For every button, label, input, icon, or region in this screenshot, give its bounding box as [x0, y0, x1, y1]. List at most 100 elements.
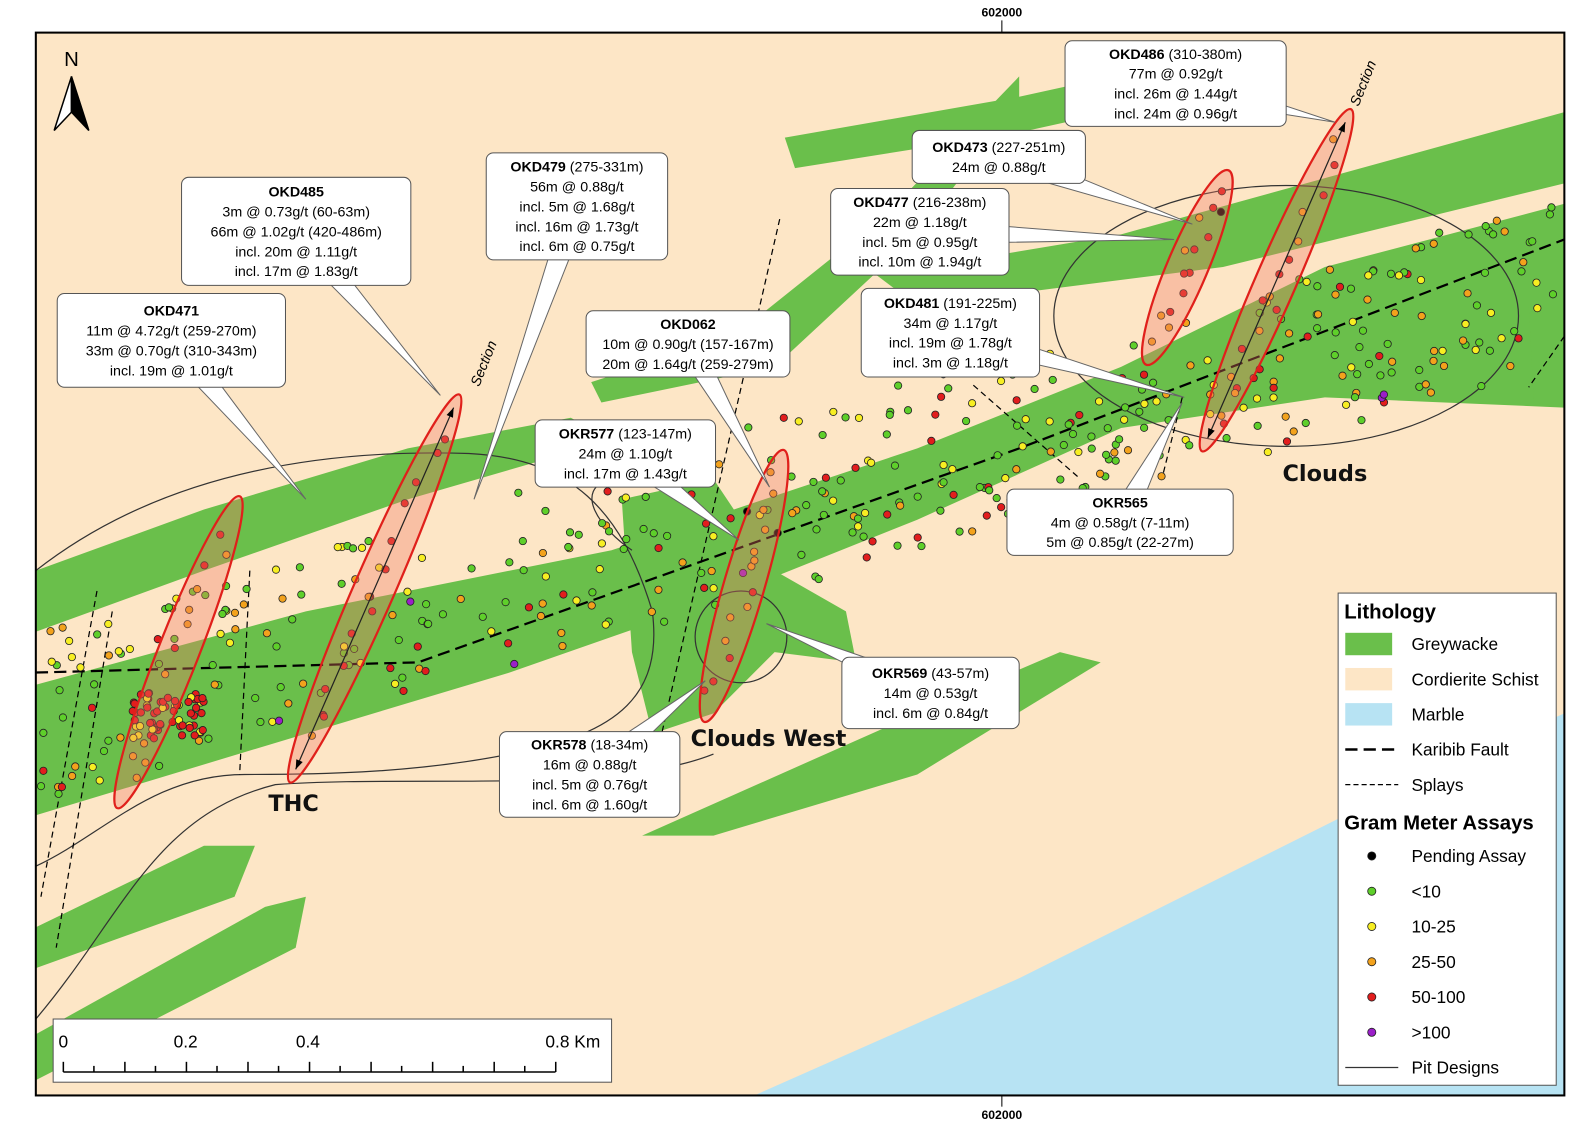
- drill-hole: [893, 541, 902, 550]
- drill-hole: [1363, 295, 1372, 304]
- drill-hole: [536, 611, 546, 621]
- drill-hole: [58, 623, 67, 632]
- callout-heading: OKR569 (43-57m): [872, 666, 989, 682]
- coord-label: 602000: [981, 5, 1022, 19]
- legend-symbol: [1367, 957, 1377, 967]
- drill-hole: [1355, 343, 1364, 352]
- hole-id: OKD486: [1109, 47, 1165, 63]
- drill-hole: [883, 510, 892, 519]
- drill-hole: [95, 776, 104, 785]
- drill-hole: [514, 488, 523, 497]
- hole-range: (191-225m): [939, 296, 1017, 312]
- drill-hole: [896, 501, 905, 510]
- drill-hole: [939, 478, 948, 487]
- drill-hole: [1313, 310, 1323, 319]
- drill-hole: [709, 532, 718, 541]
- drill-hole: [1358, 326, 1368, 335]
- drill-hole: [1139, 370, 1149, 379]
- drill-hole: [1489, 230, 1498, 239]
- drill-hole: [829, 407, 838, 416]
- hole-id: OKD479: [510, 160, 566, 176]
- intercept: incl. 24m @ 0.96g/t: [1114, 106, 1237, 122]
- drill-hole: [975, 483, 984, 492]
- drill-hole: [1547, 203, 1556, 212]
- drill-hole: [104, 736, 113, 745]
- hole-id: OKD477: [853, 195, 909, 211]
- drill-hole: [861, 508, 870, 518]
- drill-hole: [1252, 394, 1262, 403]
- drill-hole: [1096, 469, 1105, 478]
- drill-hole: [715, 460, 724, 469]
- drill-hole: [1001, 474, 1010, 483]
- drill-hole: [1383, 339, 1392, 348]
- place-label: Clouds West: [691, 726, 847, 752]
- drill-hole: [456, 594, 465, 604]
- drill-hole: [1417, 311, 1426, 321]
- drill-hole: [288, 615, 297, 624]
- hole-id: OKD062: [660, 317, 716, 333]
- intercept: incl. 19m @ 1.01g/t: [110, 363, 233, 379]
- drill-hole: [132, 773, 141, 782]
- drill-hole: [814, 575, 823, 584]
- drill-hole: [403, 587, 412, 596]
- callout-box: [860, 287, 1041, 378]
- drill-hole: [268, 717, 277, 726]
- drill-hole: [894, 381, 903, 390]
- drill-hole: [256, 717, 265, 727]
- hole-range: (275-331m): [566, 160, 644, 176]
- drill-hole: [193, 585, 202, 594]
- callout-box: [498, 731, 681, 818]
- north-arrow: N: [53, 49, 90, 131]
- drill-hole: [1206, 410, 1215, 419]
- drill-hole: [411, 478, 421, 487]
- drill-hole: [1115, 435, 1124, 444]
- drill-hole: [1477, 382, 1486, 391]
- legend-label: >100: [1412, 1022, 1451, 1042]
- drill-hole: [750, 547, 759, 556]
- drill-hole: [295, 563, 304, 572]
- drill-hole: [1472, 301, 1482, 310]
- drill-hole: [654, 543, 663, 553]
- drill-hole: [170, 696, 180, 706]
- drill-hole: [1329, 135, 1338, 144]
- drill-hole: [678, 558, 687, 567]
- drill-hole: [1258, 296, 1267, 305]
- drill-hole: [1120, 415, 1129, 424]
- drill-hole: [931, 410, 940, 419]
- drill-hole: [1486, 308, 1496, 317]
- intercept: incl. 17m @ 1.43g/t: [564, 466, 687, 482]
- intercept: 24m @ 1.10g/t: [578, 447, 672, 463]
- drill-hole: [1012, 396, 1021, 405]
- drill-hole: [1272, 305, 1281, 314]
- drill-hole: [125, 644, 134, 654]
- hole-range: (123-147m): [614, 427, 692, 443]
- drill-hole: [622, 534, 631, 544]
- drill-hole: [135, 721, 145, 731]
- drill-hole: [663, 531, 672, 540]
- drill-hole: [163, 693, 172, 702]
- drill-hole: [1166, 307, 1175, 316]
- drill-hole: [1275, 354, 1284, 363]
- drill-hole: [541, 572, 550, 581]
- drill-hole: [882, 430, 891, 439]
- drill-hole: [262, 629, 272, 638]
- drill-hole: [1103, 424, 1112, 433]
- drill-hole: [216, 629, 225, 638]
- drill-hole: [57, 782, 66, 792]
- drill-hole: [1152, 397, 1161, 406]
- drill-hole: [1147, 337, 1157, 346]
- drill-hole: [903, 406, 913, 415]
- drill-hole: [917, 542, 926, 551]
- drill-hole: [604, 527, 614, 536]
- drill-hole: [709, 677, 718, 686]
- drill-hole: [1375, 351, 1384, 361]
- drill-hole: [340, 642, 349, 651]
- drill-hole: [597, 539, 606, 548]
- drill-hole: [65, 636, 74, 646]
- callout-heading: OKD479 (275-331m): [510, 160, 643, 176]
- drill-hole: [1461, 319, 1470, 329]
- drill-hole: [809, 477, 818, 486]
- legend-swatch: [1345, 703, 1393, 726]
- drill-hole: [818, 430, 827, 440]
- intercept: incl. 3m @ 1.18g/t: [893, 356, 1008, 372]
